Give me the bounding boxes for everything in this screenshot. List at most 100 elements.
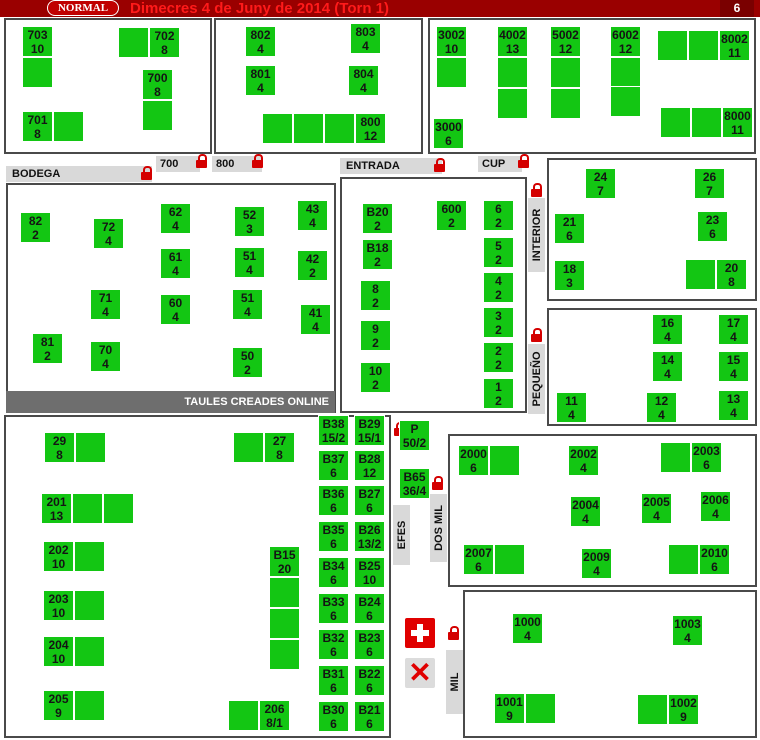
table[interactable]: 29 8 (44, 432, 75, 463)
table-extension[interactable] (269, 577, 300, 608)
table[interactable]: 703 10 (22, 26, 53, 57)
lock-icon[interactable] (518, 154, 529, 168)
table-extension[interactable] (269, 639, 300, 670)
table[interactable]: B65 36/4 (399, 468, 430, 499)
table[interactable]: 2000 6 (458, 445, 489, 476)
zone-mil-label[interactable]: MIL (446, 650, 463, 714)
table[interactable]: 51 4 (234, 247, 265, 278)
table-extension[interactable] (660, 442, 691, 473)
table-extension[interactable] (74, 590, 105, 621)
table-extension[interactable] (657, 30, 688, 61)
table[interactable]: 2002 4 (568, 445, 599, 476)
table-extension[interactable] (53, 111, 84, 142)
lock-icon[interactable] (531, 183, 542, 197)
table[interactable]: 17 4 (718, 314, 749, 345)
lock-icon[interactable] (448, 626, 459, 640)
table-extension[interactable] (228, 700, 259, 731)
table[interactable]: 16 4 (652, 314, 683, 345)
table[interactable]: 8002 11 (719, 30, 750, 61)
table-extension[interactable] (72, 493, 103, 524)
table[interactable]: 702 8 (149, 27, 180, 58)
table[interactable]: 203 10 (43, 590, 74, 621)
page-number[interactable]: 6 (720, 0, 754, 17)
table[interactable]: B28 12 (354, 450, 385, 481)
table[interactable]: B21 6 (354, 701, 385, 732)
table[interactable]: 2005 4 (641, 493, 672, 524)
table[interactable]: 700 8 (142, 69, 173, 100)
table[interactable]: 12 4 (646, 392, 677, 423)
table[interactable]: 1000 4 (512, 613, 543, 644)
table-extension[interactable] (142, 100, 173, 131)
table[interactable]: 71 4 (90, 289, 121, 320)
table[interactable]: 1003 4 (672, 615, 703, 646)
table[interactable]: B37 6 (318, 450, 349, 481)
table-extension[interactable] (233, 432, 264, 463)
table[interactable]: B15 20 (269, 546, 300, 577)
lock-icon[interactable] (432, 476, 443, 490)
table-extension[interactable] (525, 693, 556, 724)
table-extension[interactable] (688, 30, 719, 61)
table[interactable]: 52 3 (234, 206, 265, 237)
table-extension[interactable] (691, 107, 722, 138)
table[interactable]: 70 4 (90, 341, 121, 372)
table[interactable]: 50 2 (232, 347, 263, 378)
table-extension[interactable] (262, 113, 293, 144)
table[interactable]: 60 4 (160, 294, 191, 325)
table[interactable]: B33 6 (318, 593, 349, 624)
zone-cup-label[interactable]: CUP (478, 156, 522, 172)
table[interactable]: 18 3 (554, 260, 585, 291)
table[interactable]: B18 2 (362, 239, 393, 270)
table-extension[interactable] (685, 259, 716, 290)
mode-badge[interactable]: NORMAL (47, 0, 119, 16)
table[interactable]: 6002 12 (610, 26, 641, 57)
lock-icon[interactable] (196, 154, 207, 168)
table[interactable]: 42 2 (297, 250, 328, 281)
table[interactable]: 600 2 (436, 200, 467, 231)
table[interactable]: 3002 10 (436, 26, 467, 57)
table[interactable]: 61 4 (160, 248, 191, 279)
table[interactable]: 1002 9 (668, 694, 699, 725)
zone-bodega-label[interactable]: BODEGA (6, 166, 152, 182)
table-extension[interactable] (497, 88, 528, 119)
delete-table-button[interactable]: ✕ (405, 658, 435, 688)
table-extension[interactable] (668, 544, 699, 575)
table-extension[interactable] (22, 57, 53, 88)
table[interactable]: P 50/2 (399, 420, 430, 451)
table-extension[interactable] (610, 57, 641, 88)
table[interactable]: B27 6 (354, 485, 385, 516)
table-extension[interactable] (293, 113, 324, 144)
table[interactable]: B36 6 (318, 485, 349, 516)
table[interactable]: B29 15/1 (354, 415, 385, 446)
table[interactable]: 51 4 (232, 289, 263, 320)
zone-700-label[interactable]: 700 (156, 156, 200, 172)
table-extension[interactable] (436, 57, 467, 88)
table[interactable]: 5002 12 (550, 26, 581, 57)
table[interactable]: 800 12 (355, 113, 386, 144)
table-extension[interactable] (610, 86, 641, 117)
table-extension[interactable] (550, 88, 581, 119)
table[interactable]: 43 4 (297, 200, 328, 231)
lock-icon[interactable] (252, 154, 263, 168)
table-extension[interactable] (637, 694, 668, 725)
table[interactable]: 204 10 (43, 636, 74, 667)
table[interactable]: 81 2 (32, 333, 63, 364)
table[interactable]: 11 4 (556, 392, 587, 423)
table[interactable]: B32 6 (318, 629, 349, 660)
table-extension[interactable] (324, 113, 355, 144)
table[interactable]: 2009 4 (581, 548, 612, 579)
table-extension[interactable] (103, 493, 134, 524)
table[interactable]: 10 2 (360, 362, 391, 393)
table-extension[interactable] (497, 57, 528, 88)
table[interactable]: 13 4 (718, 390, 749, 421)
table[interactable]: 14 4 (652, 351, 683, 382)
zone-efes-label[interactable]: EFES (393, 505, 410, 565)
zone-800-label[interactable]: 800 (212, 156, 262, 172)
table[interactable]: 23 6 (697, 211, 728, 242)
lock-icon[interactable] (141, 166, 152, 180)
table[interactable]: B30 6 (318, 701, 349, 732)
table-extension[interactable] (550, 57, 581, 88)
